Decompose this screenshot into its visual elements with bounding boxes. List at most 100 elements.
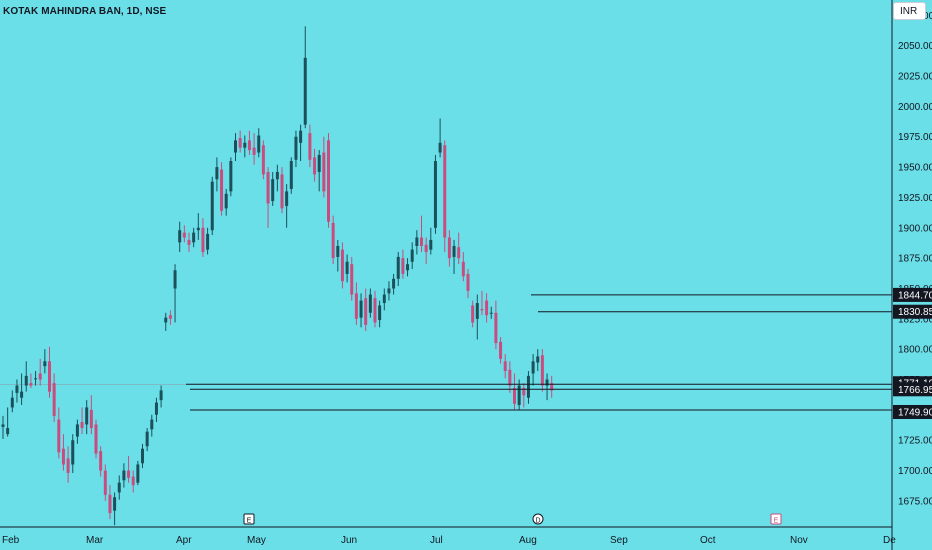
candle[interactable] — [322, 136, 326, 198]
candle[interactable] — [85, 400, 89, 435]
candle[interactable] — [392, 273, 396, 295]
candle[interactable] — [196, 213, 200, 240]
candle[interactable] — [294, 130, 298, 168]
price-level-label[interactable]: 1830.85 — [893, 304, 932, 319]
candle[interactable] — [192, 227, 196, 248]
candle[interactable] — [313, 148, 317, 182]
candle[interactable] — [57, 407, 61, 459]
symbol-title[interactable]: KOTAK MAHINDRA BAN, 1D, NSE — [3, 6, 167, 17]
candle[interactable] — [187, 232, 191, 253]
currency-selector[interactable]: INR — [893, 2, 926, 20]
candle[interactable] — [550, 375, 554, 398]
candle[interactable] — [66, 446, 70, 483]
candle[interactable] — [103, 464, 107, 501]
candle[interactable] — [364, 288, 368, 331]
candle[interactable] — [503, 354, 507, 379]
candle[interactable] — [536, 349, 540, 372]
candle[interactable] — [247, 130, 251, 155]
candle[interactable] — [168, 310, 172, 325]
candle[interactable] — [471, 300, 475, 328]
candle[interactable] — [461, 252, 465, 282]
candle[interactable] — [396, 252, 400, 287]
candle[interactable] — [340, 242, 344, 289]
candle[interactable] — [94, 419, 98, 459]
candle[interactable] — [443, 140, 447, 253]
candles[interactable] — [1, 26, 554, 526]
candle[interactable] — [475, 294, 479, 340]
candle[interactable] — [24, 361, 28, 392]
candle[interactable] — [224, 188, 228, 216]
candle[interactable] — [354, 282, 358, 325]
candle[interactable] — [252, 133, 256, 165]
candle[interactable] — [141, 443, 144, 469]
price-level-label[interactable]: 1844.70 — [893, 287, 932, 302]
candle[interactable] — [71, 434, 75, 473]
candle[interactable] — [457, 232, 461, 265]
candle[interactable] — [15, 379, 19, 403]
candle[interactable] — [494, 300, 498, 350]
candle[interactable] — [429, 227, 433, 255]
candle[interactable] — [257, 128, 261, 158]
candle[interactable] — [350, 256, 354, 301]
candle[interactable] — [522, 383, 526, 408]
candle[interactable] — [238, 130, 242, 153]
candle[interactable] — [266, 167, 270, 228]
candle[interactable] — [308, 124, 312, 168]
candle[interactable] — [10, 390, 14, 413]
candle[interactable] — [289, 157, 293, 194]
candle[interactable] — [317, 150, 321, 192]
candle[interactable] — [485, 293, 489, 323]
candle[interactable] — [508, 361, 512, 393]
candle[interactable] — [20, 373, 24, 406]
candle[interactable] — [1, 415, 5, 439]
candle[interactable] — [424, 237, 428, 265]
candle[interactable] — [545, 373, 549, 401]
time-axis[interactable]: Feb Mar Apr May Jun Jul Aug Sep Oct Nov De — [2, 535, 896, 546]
candle[interactable] — [150, 414, 154, 437]
candle[interactable] — [303, 26, 307, 129]
event-marker[interactable]: D — [532, 513, 544, 525]
event-marker[interactable]: E — [243, 513, 255, 525]
candle[interactable] — [229, 157, 233, 197]
price-level-label[interactable]: 1749.90 — [893, 404, 932, 419]
candle[interactable] — [466, 269, 470, 299]
candle[interactable] — [89, 395, 93, 435]
candle[interactable] — [34, 371, 38, 386]
candle[interactable] — [75, 419, 79, 444]
candle[interactable] — [136, 460, 140, 486]
candle[interactable] — [154, 397, 158, 422]
candle[interactable] — [173, 264, 177, 323]
candle[interactable] — [540, 349, 544, 392]
candle[interactable] — [220, 162, 224, 216]
candle[interactable] — [52, 373, 56, 422]
candle[interactable] — [531, 354, 535, 386]
candle[interactable] — [159, 385, 163, 408]
candle[interactable] — [48, 346, 51, 398]
candle[interactable] — [131, 470, 135, 493]
candle[interactable] — [215, 157, 219, 192]
candle[interactable] — [336, 239, 340, 272]
candle[interactable] — [99, 446, 103, 477]
candle[interactable] — [145, 428, 149, 452]
candle[interactable] — [373, 290, 377, 328]
candle[interactable] — [526, 371, 530, 404]
candle[interactable] — [480, 290, 484, 316]
candle[interactable] — [420, 215, 423, 253]
candle[interactable] — [447, 230, 451, 267]
candle[interactable] — [285, 184, 289, 228]
candle[interactable] — [210, 176, 214, 236]
candle[interactable] — [6, 407, 10, 437]
candle[interactable] — [410, 242, 414, 270]
candle[interactable] — [452, 239, 456, 274]
candle[interactable] — [271, 171, 275, 206]
candle[interactable] — [331, 215, 335, 265]
candle[interactable] — [499, 337, 503, 364]
candle[interactable] — [117, 475, 121, 500]
candle[interactable] — [275, 164, 279, 192]
candle[interactable] — [489, 306, 493, 319]
candle[interactable] — [438, 118, 442, 158]
candle[interactable] — [382, 288, 386, 311]
candle[interactable] — [378, 300, 382, 328]
